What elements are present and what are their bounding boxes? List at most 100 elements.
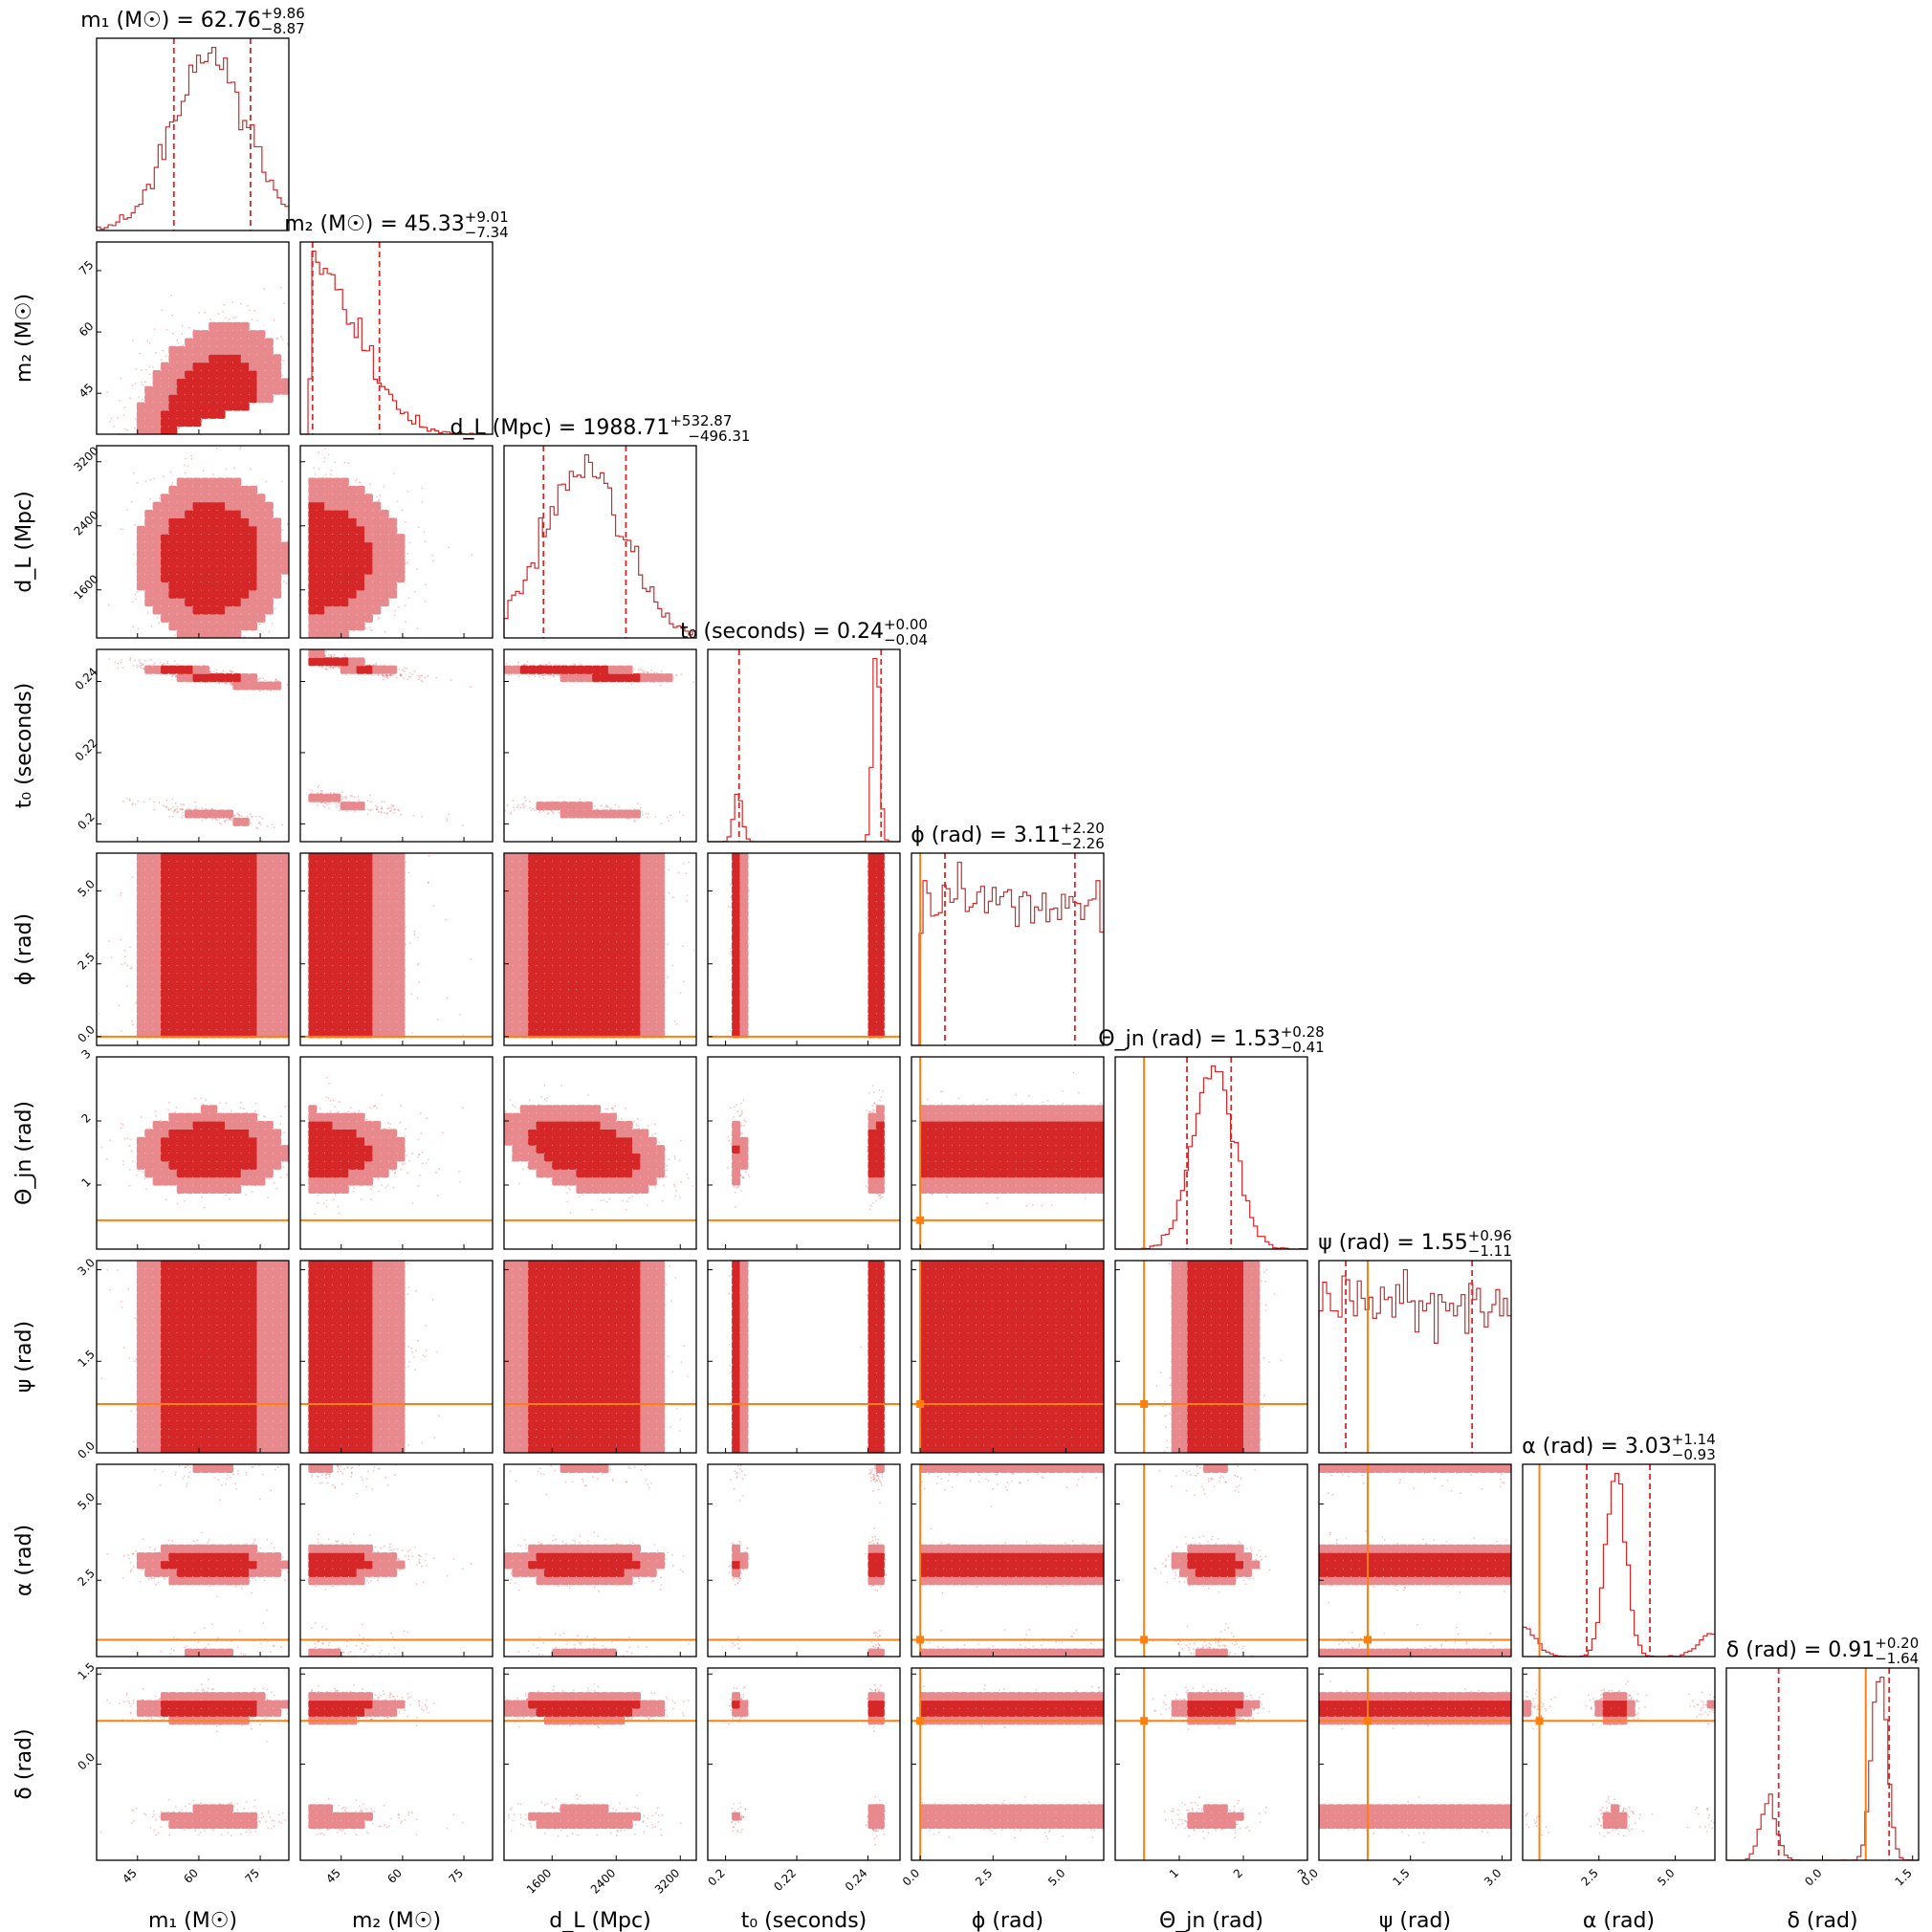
density-cell (356, 565, 365, 575)
density-cell (232, 370, 242, 379)
sample-point (141, 368, 143, 371)
sample-point (185, 457, 187, 460)
density-cell (161, 534, 169, 543)
sample-point (327, 653, 330, 656)
y-tick-label-t0: 0.2 (75, 810, 97, 832)
density-cell (324, 541, 334, 551)
sample-point (340, 791, 343, 793)
density-cell (249, 582, 258, 591)
density-cell (216, 582, 226, 591)
density-cell (324, 477, 334, 487)
sample-point (120, 377, 122, 380)
density-cell (144, 582, 154, 591)
density-cell (176, 598, 186, 607)
density-cell (168, 394, 178, 404)
density-cell (209, 402, 218, 411)
density-cell (380, 665, 389, 674)
density-cell (216, 809, 226, 819)
sample-point (151, 366, 154, 368)
sample-point (405, 667, 407, 670)
density-cell (332, 534, 341, 543)
sample-point (261, 817, 264, 820)
density-cell (232, 534, 242, 543)
sample-point (237, 813, 240, 816)
density-cell (249, 549, 258, 559)
sample-point (279, 286, 282, 289)
sample-point (291, 361, 293, 362)
sample-point (376, 808, 378, 811)
density-cell (176, 565, 186, 575)
density-cell (273, 574, 282, 582)
sample-point (335, 802, 338, 805)
density-cell (176, 549, 186, 559)
histogram-phi (911, 861, 1104, 1046)
density-cell (176, 665, 186, 674)
hist-frame-phi (911, 852, 1105, 1046)
sample-point (167, 664, 170, 667)
title-prefix-alpha: α (rad) = (1522, 1435, 1625, 1459)
panel-frame (96, 648, 290, 843)
sample-point (98, 438, 99, 440)
density-cell (264, 345, 274, 355)
sample-point (325, 668, 328, 670)
density-cell (249, 613, 258, 623)
sample-point (408, 541, 411, 544)
density-cell (192, 485, 202, 494)
density-cell (380, 598, 389, 607)
sample-point (214, 818, 217, 821)
density-cell (340, 613, 349, 623)
density-cell (216, 362, 226, 371)
density-cell (185, 338, 194, 347)
sample-point (297, 554, 299, 556)
density-cell (209, 517, 218, 527)
sample-point (117, 417, 120, 419)
sample-point (295, 288, 296, 290)
histogram-theta_jn (1115, 1065, 1307, 1250)
sample-point (176, 805, 179, 808)
density-cell (209, 541, 218, 551)
density-cell (200, 378, 209, 387)
sample-point (194, 805, 197, 808)
density-cell (356, 598, 365, 607)
density-cell (380, 534, 389, 543)
density-cell (200, 589, 209, 599)
density-cell (396, 541, 406, 551)
density-cell (185, 370, 194, 379)
density-cell (340, 665, 349, 674)
density-cell (273, 525, 282, 535)
density-cell (192, 565, 202, 575)
sample-point (399, 674, 402, 677)
sample-point (345, 797, 348, 800)
sample-point (385, 675, 388, 678)
hist-frame-psi (1318, 1260, 1512, 1454)
density-cell (225, 494, 233, 503)
density-cell (216, 394, 226, 404)
density-cell (232, 477, 242, 487)
density-cell (176, 629, 186, 638)
sample-point (368, 483, 371, 486)
title-m2: m₂ (M☉) = 45.33+9.01 −7.34 (284, 209, 509, 241)
sample-point (405, 561, 407, 564)
density-cell (264, 338, 274, 347)
sample-point (519, 806, 522, 809)
sample-point (491, 667, 493, 669)
sample-point (377, 618, 380, 620)
density-cell (168, 354, 178, 363)
sample-point (183, 660, 185, 662)
title-dL: d_L (Mpc) = 1988.71+532.87 −496.31 (450, 412, 751, 445)
sample-point (659, 684, 662, 687)
density-cell (200, 485, 209, 494)
density-cell (185, 565, 194, 575)
density-cell (332, 565, 341, 575)
sample-point (400, 813, 403, 816)
sample-point (228, 318, 231, 320)
density-cell (256, 494, 266, 503)
density-cell (200, 517, 209, 527)
sample-point (265, 480, 267, 483)
density-cell (144, 418, 154, 428)
density-cell (308, 622, 318, 631)
density-cell (216, 330, 226, 340)
title-plus-alpha: +1.14 (1672, 1431, 1716, 1448)
density-cell (316, 525, 325, 535)
